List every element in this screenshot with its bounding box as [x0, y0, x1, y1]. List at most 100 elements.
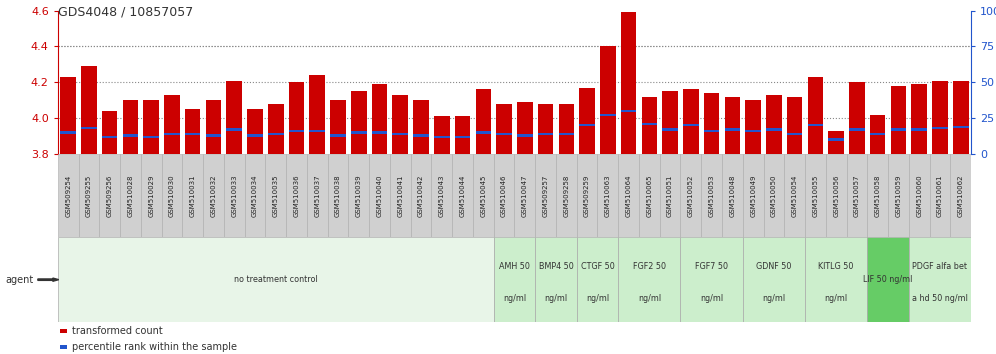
- Bar: [577, 237, 619, 322]
- Bar: [911, 129, 927, 131]
- Text: GSM510049: GSM510049: [750, 174, 756, 217]
- Bar: [100, 154, 121, 237]
- Bar: [743, 154, 764, 237]
- Bar: [950, 154, 971, 237]
- Bar: [577, 154, 598, 237]
- Text: GSM510052: GSM510052: [688, 175, 694, 217]
- Bar: [81, 66, 97, 154]
- Bar: [722, 154, 743, 237]
- Text: GSM510029: GSM510029: [148, 174, 154, 217]
- Text: GSM510036: GSM510036: [294, 174, 300, 217]
- Text: GSM510051: GSM510051: [667, 174, 673, 217]
- Text: ng/ml: ng/ml: [503, 294, 526, 303]
- Text: GSM510030: GSM510030: [169, 174, 175, 217]
- Bar: [680, 154, 701, 237]
- Text: GSM510031: GSM510031: [189, 174, 195, 217]
- Text: ng/ml: ng/ml: [545, 294, 568, 303]
- Bar: [826, 154, 847, 237]
- Text: GSM510045: GSM510045: [480, 175, 486, 217]
- Bar: [392, 95, 408, 154]
- Text: ng/ml: ng/ml: [586, 294, 609, 303]
- Bar: [619, 237, 680, 322]
- Bar: [621, 12, 636, 154]
- Bar: [434, 116, 449, 154]
- Bar: [600, 114, 616, 116]
- Bar: [434, 136, 449, 138]
- Bar: [766, 95, 782, 154]
- Bar: [559, 104, 574, 154]
- Bar: [289, 130, 304, 132]
- Text: GSM510044: GSM510044: [459, 175, 465, 217]
- Bar: [538, 104, 554, 154]
- Bar: [286, 154, 307, 237]
- Bar: [455, 136, 470, 138]
- Text: a hd 50 ng/ml: a hd 50 ng/ml: [912, 294, 968, 303]
- Bar: [680, 237, 743, 322]
- Bar: [247, 109, 263, 154]
- Text: GSM509257: GSM509257: [543, 175, 549, 217]
- Bar: [452, 154, 473, 237]
- Text: GSM509259: GSM509259: [584, 175, 590, 217]
- Bar: [61, 131, 76, 134]
- Bar: [310, 130, 325, 132]
- Bar: [307, 154, 328, 237]
- Bar: [953, 80, 968, 154]
- Bar: [410, 154, 431, 237]
- Bar: [245, 154, 265, 237]
- Bar: [123, 100, 138, 154]
- Bar: [143, 136, 159, 138]
- Bar: [226, 80, 242, 154]
- Bar: [888, 154, 908, 237]
- Text: GSM510028: GSM510028: [127, 174, 133, 217]
- Bar: [662, 129, 678, 131]
- Bar: [331, 100, 346, 154]
- Text: GSM510042: GSM510042: [418, 175, 424, 217]
- Bar: [58, 237, 494, 322]
- Text: GSM510059: GSM510059: [895, 174, 901, 217]
- Bar: [58, 154, 79, 237]
- Bar: [808, 124, 824, 126]
- Bar: [559, 133, 574, 135]
- Bar: [515, 154, 535, 237]
- Bar: [784, 154, 805, 237]
- Bar: [745, 130, 761, 132]
- Bar: [224, 154, 245, 237]
- Bar: [123, 134, 138, 137]
- Bar: [164, 133, 179, 135]
- Bar: [580, 124, 595, 126]
- Text: AMH 50: AMH 50: [499, 262, 530, 272]
- Bar: [850, 82, 865, 154]
- Bar: [619, 154, 639, 237]
- Bar: [351, 91, 367, 154]
- Bar: [496, 104, 512, 154]
- Bar: [621, 110, 636, 112]
- Bar: [389, 154, 410, 237]
- Text: GSM510055: GSM510055: [813, 175, 819, 217]
- Bar: [517, 102, 533, 154]
- Bar: [247, 134, 263, 137]
- Bar: [331, 134, 346, 137]
- Bar: [413, 100, 429, 154]
- Text: GSM510040: GSM510040: [376, 174, 382, 217]
- Text: GSM510038: GSM510038: [335, 174, 341, 217]
- Bar: [140, 154, 161, 237]
- Bar: [868, 154, 888, 237]
- Bar: [725, 129, 740, 131]
- Bar: [598, 154, 619, 237]
- Text: percentile rank within the sample: percentile rank within the sample: [72, 342, 237, 352]
- Bar: [870, 115, 885, 154]
- Bar: [182, 154, 203, 237]
- Bar: [475, 90, 491, 154]
- Text: GSM510060: GSM510060: [916, 174, 922, 217]
- Text: no treatment control: no treatment control: [234, 275, 318, 284]
- Bar: [370, 154, 389, 237]
- Bar: [535, 237, 577, 322]
- Text: GSM510033: GSM510033: [231, 174, 237, 217]
- Text: GSM510056: GSM510056: [834, 174, 840, 217]
- Text: GSM510063: GSM510063: [605, 174, 611, 217]
- Bar: [641, 123, 657, 125]
- Text: GSM510062: GSM510062: [958, 174, 964, 217]
- Bar: [580, 88, 595, 154]
- Bar: [932, 80, 948, 154]
- Bar: [787, 133, 803, 135]
